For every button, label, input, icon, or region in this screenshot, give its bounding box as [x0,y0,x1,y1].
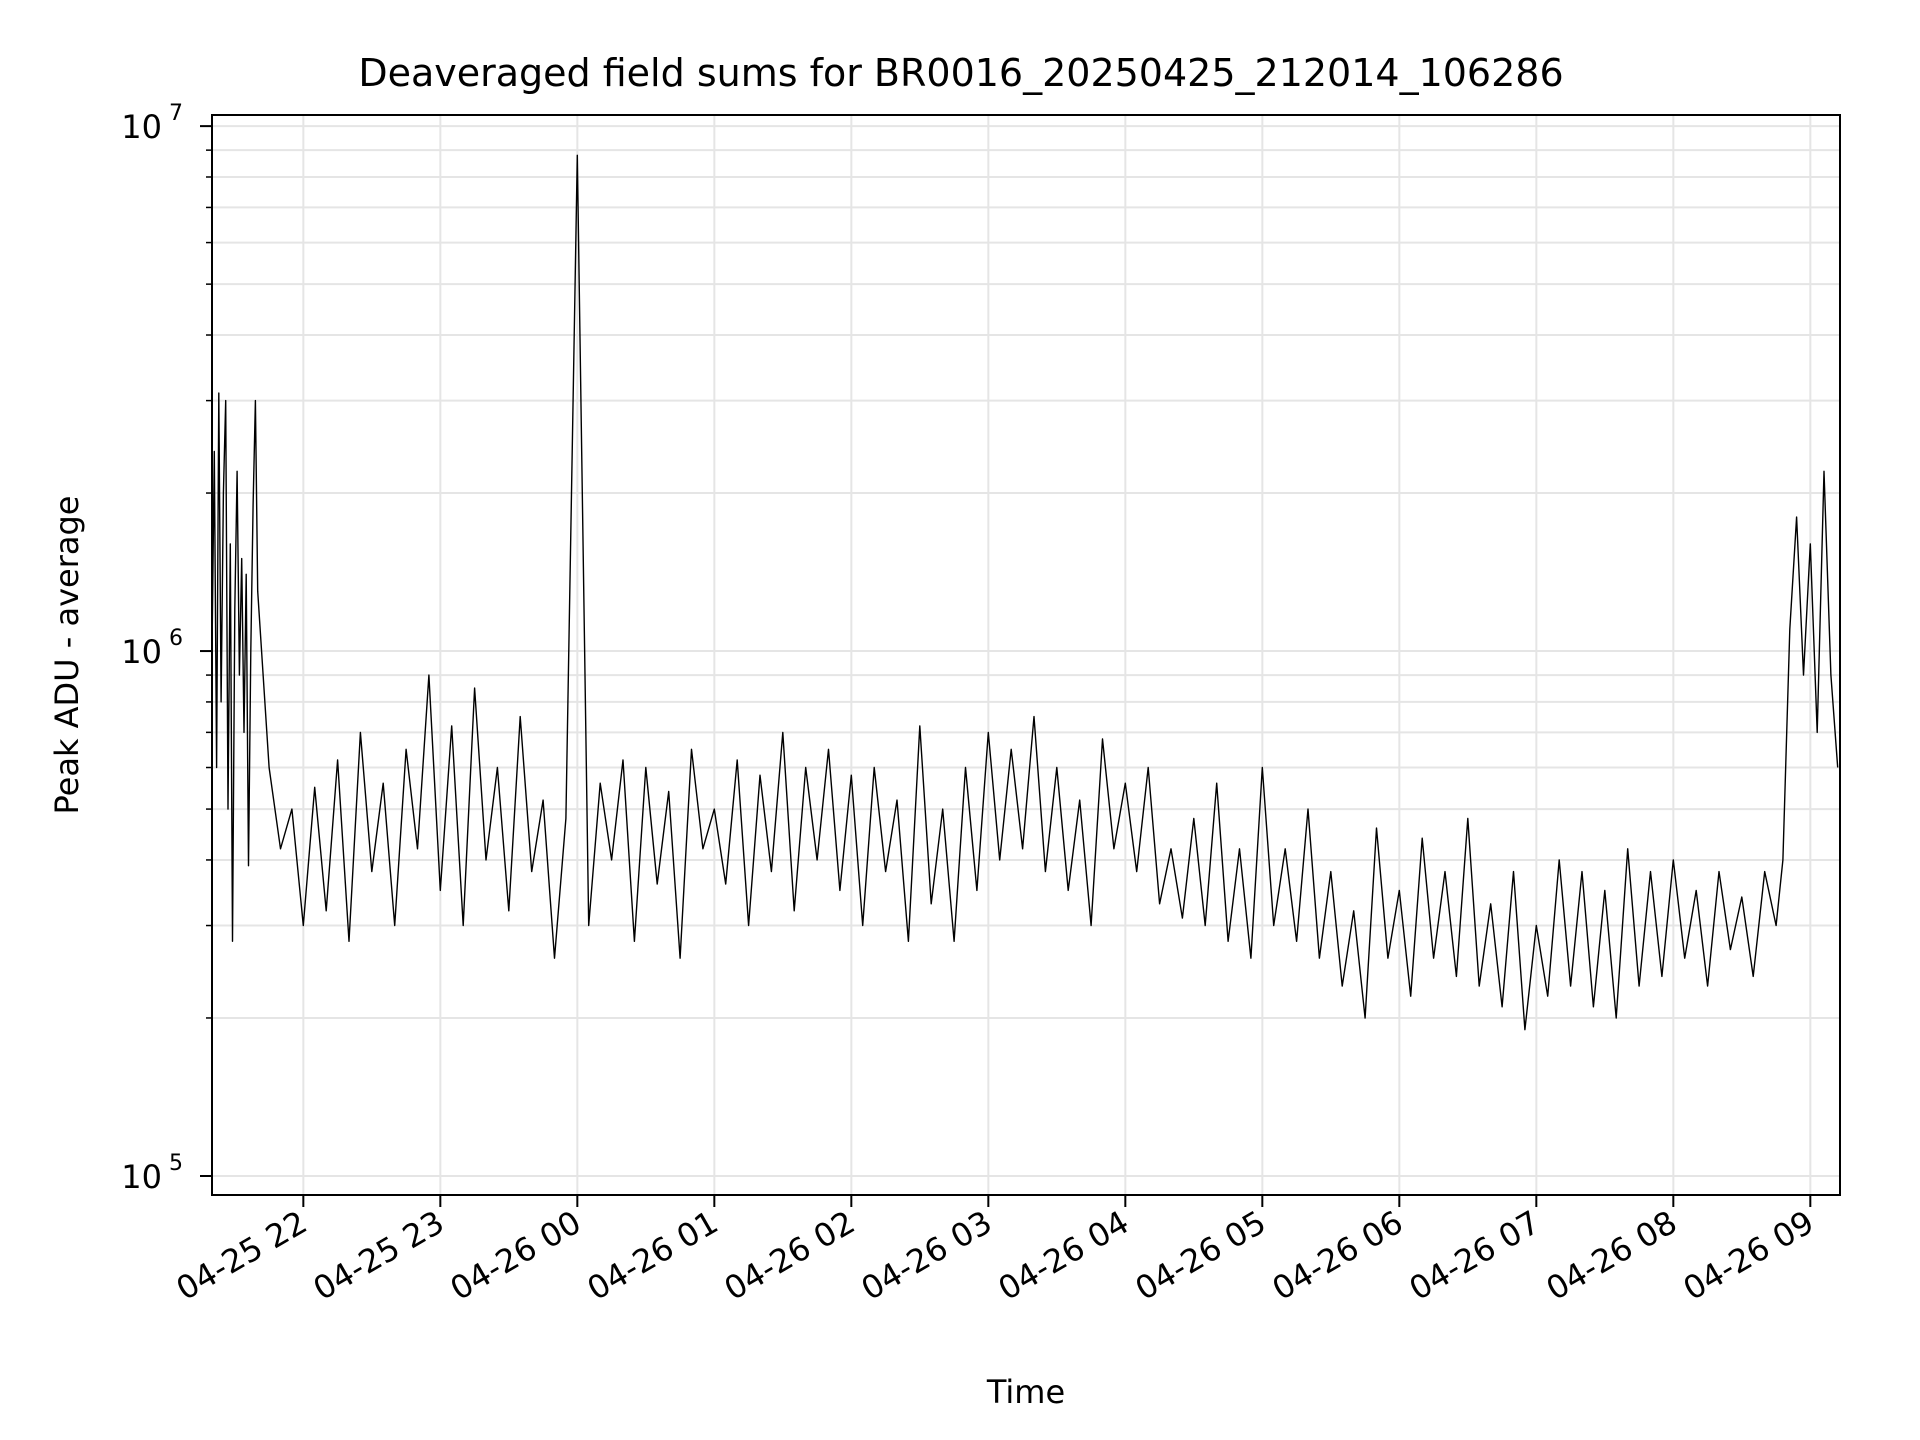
x-tick-label: 04-26 05 [1129,1203,1273,1308]
x-tick-label: 04-25 23 [307,1203,451,1308]
x-tick-label: 04-26 09 [1677,1203,1821,1308]
chart-title: Deaveraged field sums for BR0016_2025042… [358,51,1563,95]
x-tick-label: 04-26 03 [855,1203,999,1308]
x-tick-label: 04-26 07 [1403,1203,1547,1308]
y-tick-base: 10 [121,633,162,671]
x-tick-label: 04-26 08 [1540,1203,1684,1308]
x-tick-label: 04-26 02 [718,1203,862,1308]
x-axis-label: Time [986,1373,1065,1411]
y-axis-label: Peak ADU - average [48,496,86,815]
y-tick-base: 10 [121,108,162,146]
y-tick-label: 10 [121,108,162,146]
x-tick-label: 04-26 04 [992,1203,1136,1308]
x-tick-label: 04-26 00 [444,1203,588,1308]
x-tick-label: 04-26 01 [581,1203,725,1308]
data-series-line-0 [211,154,1839,1031]
x-tick-label: 04-26 06 [1266,1203,1410,1308]
y-tick-exponent: 6 [169,626,183,651]
plot-frame [211,114,1841,1196]
series-layer [211,154,1839,1031]
y-tick-base: 10 [121,1158,162,1196]
y-tick-label: 10 [121,633,162,671]
grid-layer [212,115,1840,1195]
y-tick-exponent: 7 [169,101,183,126]
y-tick-exponent: 5 [169,1151,183,1176]
y-tick-label: 10 [121,1158,162,1196]
x-tick-label: 04-25 22 [170,1203,314,1308]
